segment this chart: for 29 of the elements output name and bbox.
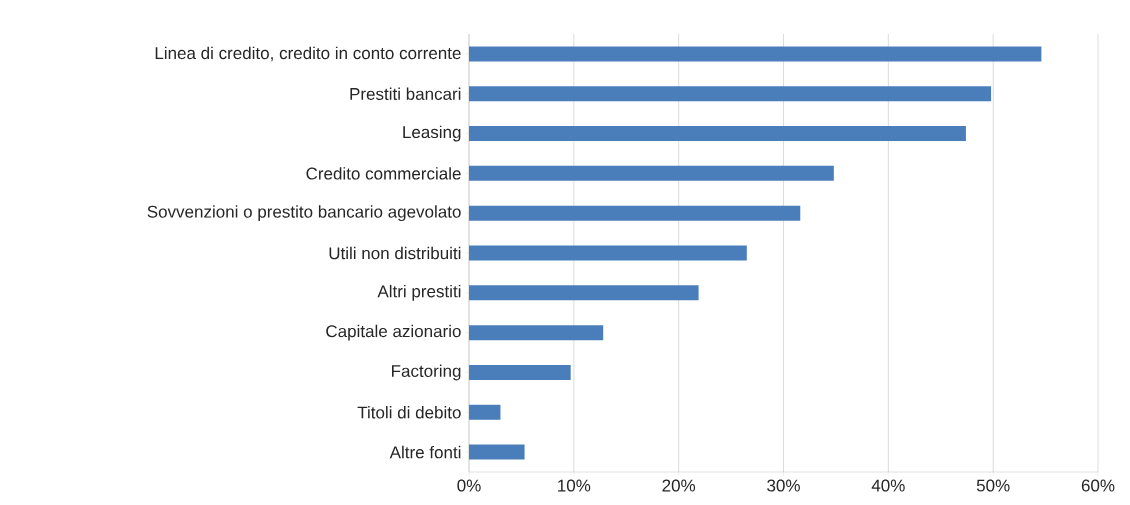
bar <box>469 205 801 221</box>
bar <box>469 364 571 380</box>
y-tick-label: Utili non distribuiti <box>329 246 461 260</box>
y-tick-label: Leasing <box>403 125 461 142</box>
bar <box>469 404 501 420</box>
y-tick-label: Prestiti bancari <box>350 87 461 100</box>
bar <box>469 285 699 301</box>
x-tick-label: 60% <box>1081 479 1115 492</box>
x-tick-label: 40% <box>871 479 905 492</box>
y-tick-label: Capitale azionario <box>326 324 461 341</box>
bar <box>469 444 525 460</box>
bar <box>469 165 834 181</box>
y-tick-label: Altri prestiti <box>377 284 461 301</box>
bar <box>469 245 747 261</box>
x-tick-label: 20% <box>662 479 696 492</box>
bar <box>469 86 992 102</box>
y-tick-label: Linea di credito, credito in conto corrente <box>155 46 461 62</box>
x-tick-label: 50% <box>976 479 1010 492</box>
y-tick-label: Factoring <box>392 364 461 381</box>
y-tick-label: Credito commerciale <box>306 167 461 180</box>
bar <box>469 46 1042 62</box>
x-tick-label: 0% <box>457 479 481 492</box>
y-tick-label: Sovvenzioni o prestito bancario agevolato <box>147 205 461 222</box>
y-tick-label: Titoli di debito <box>357 406 461 419</box>
x-tick-label: 30% <box>767 479 800 492</box>
bar <box>469 126 966 142</box>
y-tick-label: Altre fonti <box>389 445 461 459</box>
x-tick-label: 10% <box>558 479 591 492</box>
bar <box>469 325 604 341</box>
